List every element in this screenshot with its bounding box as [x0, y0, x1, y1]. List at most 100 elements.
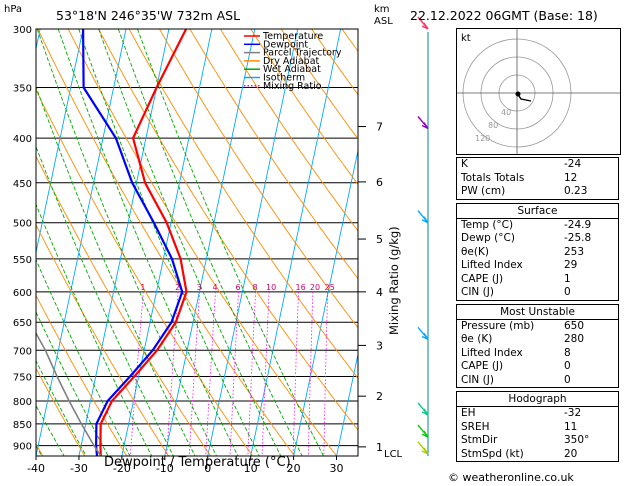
row-value: 8 — [564, 346, 571, 359]
mixing-ratio-axis-label: Mixing Ratio (g/kg) — [387, 226, 401, 335]
km-tick-label: 6 — [376, 176, 383, 189]
table-row: SREH 11 — [457, 421, 618, 435]
wind-barb-icon — [417, 424, 429, 438]
mixing-ratio-line — [205, 291, 216, 456]
dry-adiabat — [37, 29, 295, 456]
row-value: 0 — [564, 360, 571, 372]
row-value: 0.23 — [564, 185, 588, 197]
mixing-ratio-line — [261, 291, 270, 456]
mixing-ratio-label: 10 — [266, 283, 276, 292]
wet-adiabat — [36, 359, 87, 456]
isotherm — [36, 29, 84, 255]
skewt-profiles — [36, 29, 188, 456]
row-value: 12 — [564, 171, 578, 184]
table-row: K -24 — [457, 158, 618, 172]
legend-entry: Mixing Ratio — [263, 81, 322, 92]
km-tick-label: 4 — [376, 286, 383, 299]
dry-adiabat — [36, 294, 128, 456]
hodograph-panel: kt 40 80 120 — [456, 28, 621, 155]
x-tick-label: -10 — [156, 462, 174, 475]
lcl-label: LCL — [384, 449, 403, 460]
table-row: PW (cm) 0.23 — [457, 185, 618, 199]
row-label: CIN (J) — [461, 373, 494, 386]
isotherm — [78, 29, 170, 456]
x-tick-label: -20 — [113, 462, 131, 475]
skewt-grid — [36, 29, 358, 456]
table-row: CAPE (J) 0 — [457, 360, 618, 374]
wet-adiabat — [36, 85, 196, 456]
plot-frame — [35, 28, 359, 457]
row-label: EH — [461, 407, 476, 419]
wind-barb-icon — [417, 441, 429, 455]
pressure-tick-label: 900 — [13, 442, 32, 453]
pressure-tick-label: 650 — [13, 318, 32, 329]
table-row: θe(K) 253 — [457, 246, 618, 260]
pressure-tick-label: 450 — [13, 179, 32, 190]
row-label: StmDir — [461, 434, 498, 446]
pressure-tick-label: 800 — [13, 397, 32, 408]
x-tick-label: 10 — [244, 462, 258, 475]
table-row: Totals Totals 12 — [457, 172, 618, 186]
dry-adiabat — [36, 155, 211, 456]
km-tick-label: 5 — [376, 233, 383, 246]
x-axis-label: Dewpoint / Temperature (°C) — [104, 455, 291, 470]
isotherm — [36, 29, 127, 456]
table-row: CIN (J) 0 — [457, 286, 618, 300]
row-value: -25.8 — [564, 232, 592, 244]
wind-barb-icon — [417, 326, 429, 340]
wet-adiabat — [57, 29, 239, 456]
mixing-ratio-line — [166, 291, 179, 456]
pressure-tick-label: 550 — [13, 255, 32, 266]
hodograph-ring-label: 40 — [501, 108, 511, 117]
skewt-axes: 1 2 3 4 6 8 10 16 20 2530035040045050055060065070… — [13, 25, 403, 475]
row-label: StmSpd (kt) — [461, 447, 524, 460]
dry-adiabat — [36, 367, 86, 456]
mixing-ratio-label: 8 — [253, 283, 258, 292]
dry-adiabat — [159, 29, 358, 329]
row-value: 650 — [564, 319, 585, 332]
x-tick-label: 20 — [287, 462, 301, 475]
table-row: EH -32 — [457, 407, 618, 421]
row-label: Lifted Index — [461, 259, 523, 271]
dry-adiabat — [36, 223, 169, 456]
row-label: Pressure (mb) — [461, 319, 535, 332]
row-label: θe(K) — [461, 245, 489, 258]
dry-adiabat — [98, 29, 358, 431]
storm-motion-marker — [515, 91, 521, 97]
table-row: CAPE (J) 1 — [457, 273, 618, 287]
km-tick-label: 7 — [376, 121, 383, 134]
wind-barb-icon — [417, 16, 429, 30]
row-label: CAPE (J) — [461, 360, 504, 372]
row-label: Temp (°C) — [461, 218, 514, 231]
hodograph-ring-label: 80 — [488, 121, 498, 130]
mixing-ratio-label: 6 — [236, 283, 241, 292]
hodograph-unit: kt — [461, 33, 471, 44]
copyright-footer: © weatheronline.co.uk — [448, 471, 574, 484]
isotherm — [164, 29, 256, 456]
wet-adiabat — [98, 29, 282, 456]
row-label: Lifted Index — [461, 346, 523, 359]
table-row: CIN (J) 0 — [457, 374, 618, 388]
row-value: 20 — [564, 447, 578, 460]
wind-barb-icon — [417, 402, 429, 416]
x-tick-label: -40 — [27, 462, 45, 475]
mixing-ratio-label: 16 — [295, 283, 305, 292]
mixing-ratio-label: 20 — [310, 283, 320, 292]
row-value: 0 — [564, 286, 571, 298]
wind-barb-icon — [417, 116, 429, 130]
table-row: StmSpd (kt) 20 — [457, 448, 618, 462]
row-value: 0 — [564, 373, 571, 386]
row-label: Totals Totals — [461, 171, 525, 184]
legend-entry: Dry Adiabat — [263, 56, 320, 67]
table-row: θe (K) 280 — [457, 333, 618, 347]
km-tick-label: 3 — [376, 339, 383, 352]
row-label: K — [461, 158, 468, 170]
km-tick-label: 2 — [376, 390, 383, 403]
mixing-ratio-label: 1 — [140, 283, 145, 292]
legend-entry: Temperature — [262, 31, 323, 42]
dry-adiabat — [128, 29, 358, 379]
legend-entry: Isotherm — [263, 73, 305, 84]
row-value: -24.9 — [564, 218, 592, 231]
